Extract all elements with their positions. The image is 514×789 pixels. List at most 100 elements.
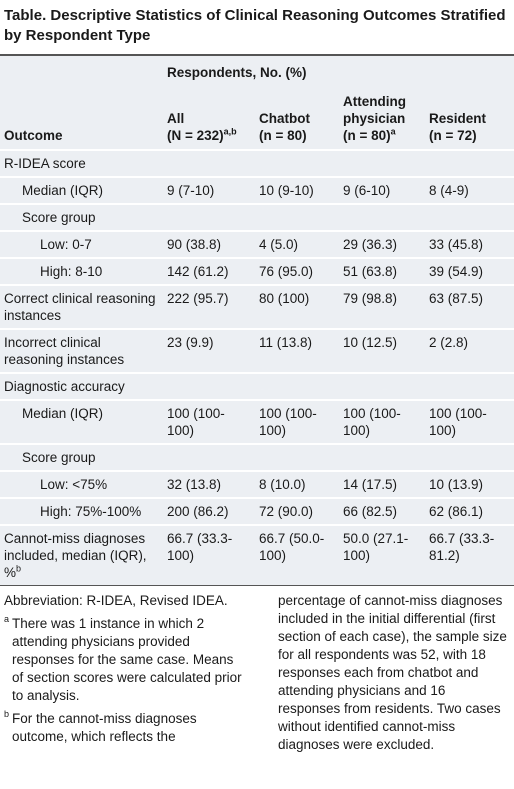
cell-value: 4 (5.0) — [259, 237, 299, 252]
data-cell — [339, 203, 425, 231]
column-n: (N = 232) — [167, 128, 224, 143]
cell-value: 66 (82.5) — [343, 504, 398, 519]
table-title: Table. Descriptive Statistics of Clinica… — [4, 7, 506, 44]
data-cell: 10 (13.9) — [425, 470, 514, 498]
table-row: Low: <75% 32 (13.8) 8 (10.0) 14 (17.5) 10 (1… — [0, 470, 514, 498]
table-row: Correct clinical reasoning instances 222 … — [0, 284, 514, 329]
table-row: R-IDEA score — [0, 149, 514, 177]
cell-value: 222 (95.7) — [167, 291, 229, 306]
data-cell — [425, 203, 514, 231]
cell-value: 72 (90.0) — [259, 504, 314, 519]
row-label: Correct clinical reasoning instances — [4, 291, 156, 323]
table-row: Incorrect clinical reasoning instances 23… — [0, 328, 514, 373]
row-label-cell: Score group — [0, 203, 163, 231]
row-label: Low: 0-7 — [40, 237, 92, 252]
footnote-mark: a — [390, 126, 396, 137]
cell-value: 51 (63.8) — [343, 264, 398, 279]
data-cell: 14 (17.5) — [339, 470, 425, 498]
cell-value: 10 (9-10) — [259, 183, 314, 198]
data-cell: 23 (9.9) — [163, 328, 255, 373]
data-cell: 9 (6-10) — [339, 176, 425, 204]
data-cell: 8 (10.0) — [255, 470, 339, 498]
footnote-mark: a — [4, 614, 10, 624]
row-label-cell: Low: <75% — [0, 470, 163, 498]
cell-value: 23 (9.9) — [167, 335, 214, 350]
cell-value: 8 (10.0) — [259, 477, 306, 492]
data-cell: 62 (86.1) — [425, 497, 514, 525]
data-cell: 2 (2.8) — [425, 328, 514, 373]
table-row: Score group — [0, 443, 514, 471]
cell-value: 66.7 (33.3-81.2) — [429, 531, 495, 563]
data-cell: 29 (36.3) — [339, 230, 425, 258]
cell-value: 100 (100-100) — [429, 406, 487, 438]
row-label-cell: Diagnostic accuracy — [0, 372, 163, 400]
data-cell: 66.7 (33.3-100) — [163, 524, 255, 586]
data-cell — [339, 149, 425, 177]
cell-value: 66.7 (33.3-100) — [167, 531, 233, 563]
empty-cell — [0, 55, 163, 89]
footnote-mark: b — [16, 563, 22, 574]
data-cell: 8 (4-9) — [425, 176, 514, 204]
row-label: Diagnostic accuracy — [4, 379, 125, 394]
data-cell: 32 (13.8) — [163, 470, 255, 498]
data-cell — [425, 149, 514, 177]
row-label: Incorrect clinical reasoning instances — [4, 335, 125, 367]
group-header: Respondents, No. (%) — [167, 65, 307, 80]
data-cell: 100 (100-100) — [339, 399, 425, 444]
data-cell — [163, 149, 255, 177]
row-label: Low: <75% — [40, 477, 108, 492]
row-label: Median (IQR) — [22, 183, 104, 198]
cell-value: 66.7 (50.0-100) — [259, 531, 325, 563]
data-cell: 100 (100-100) — [163, 399, 255, 444]
cell-value: 14 (17.5) — [343, 477, 398, 492]
cell-value: 9 (6-10) — [343, 183, 391, 198]
column-label: All — [167, 111, 185, 126]
table-row: High: 8-10 142 (61.2) 76 (95.0) 51 (63.8) 39… — [0, 257, 514, 285]
table-row: Median (IQR) 100 (100-100) 100 (100-100) 10… — [0, 399, 514, 444]
data-cell — [425, 372, 514, 400]
data-cell — [339, 443, 425, 471]
data-cell: 10 (9-10) — [255, 176, 339, 204]
row-label-cell: High: 8-10 — [0, 257, 163, 285]
cell-value: 33 (45.8) — [429, 237, 484, 252]
row-label: Cannot-miss diagnoses included, median (… — [4, 531, 147, 580]
column-label: Chatbot — [259, 111, 310, 126]
footnote-text: There was 1 instance in which 2 attendin… — [12, 616, 242, 703]
cell-value: 39 (54.9) — [429, 264, 484, 279]
column-n: (n = 80) — [259, 128, 307, 143]
cell-value: 80 (100) — [259, 291, 310, 306]
data-cell: 63 (87.5) — [425, 284, 514, 329]
cell-value: 100 (100-100) — [259, 406, 317, 438]
data-cell: 100 (100-100) — [255, 399, 339, 444]
footnote-mark: a,b — [223, 126, 237, 137]
column-label: Outcome — [4, 128, 63, 143]
table-row: Cannot-miss diagnoses included, median (… — [0, 524, 514, 586]
data-cell: 39 (54.9) — [425, 257, 514, 285]
row-label-cell: Cannot-miss diagnoses included, median (… — [0, 524, 163, 586]
cell-value: 79 (98.8) — [343, 291, 398, 306]
data-cell: 66.7 (33.3-81.2) — [425, 524, 514, 586]
cell-value: 100 (100-100) — [343, 406, 401, 438]
table-row: Diagnostic accuracy — [0, 372, 514, 400]
data-cell — [163, 443, 255, 471]
data-cell: 90 (38.8) — [163, 230, 255, 258]
column-header: All (N = 232)a,b — [163, 89, 255, 151]
data-cell: 142 (61.2) — [163, 257, 255, 285]
cell-value: 90 (38.8) — [167, 237, 222, 252]
row-label-cell: Incorrect clinical reasoning instances — [0, 328, 163, 373]
data-cell: 51 (63.8) — [339, 257, 425, 285]
column-header: Outcome — [0, 89, 163, 151]
table: Respondents, No. (%) Outcome All (N = 232)a… — [0, 54, 514, 586]
row-label: R-IDEA score — [4, 156, 86, 171]
data-cell — [163, 372, 255, 400]
row-label-cell: R-IDEA score — [0, 149, 163, 177]
row-label-cell: Median (IQR) — [0, 399, 163, 444]
cell-value: 10 (13.9) — [429, 477, 484, 492]
cell-value: 142 (61.2) — [167, 264, 229, 279]
footnotes: Abbreviation: R-IDEA, Revised IDEA. a Ther… — [0, 586, 514, 754]
data-cell: 200 (86.2) — [163, 497, 255, 525]
data-cell — [163, 203, 255, 231]
abbreviation: Abbreviation: R-IDEA, Revised IDEA. — [4, 593, 228, 608]
column-label: Resident — [429, 111, 487, 126]
